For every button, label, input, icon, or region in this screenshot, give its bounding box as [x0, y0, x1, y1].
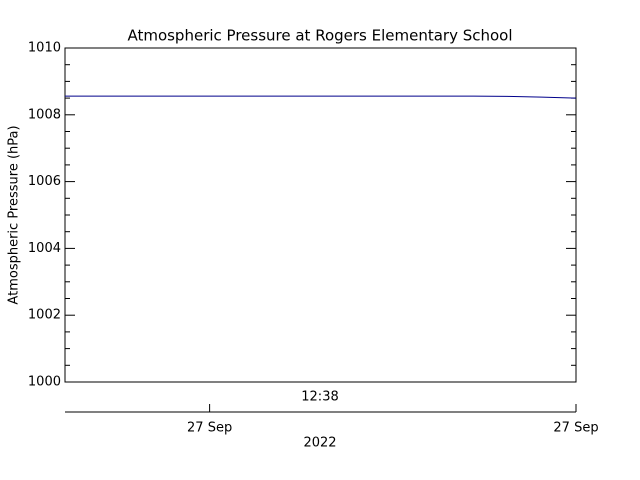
year-label: 2022 [303, 436, 336, 451]
date-tick-label: 27 Sep [553, 421, 598, 436]
chart-title: Atmospheric Pressure at Rogers Elementar… [127, 27, 512, 45]
y-tick-label: 1004 [28, 241, 61, 256]
pressure-line [65, 95, 577, 99]
date-tick-label: 27 Sep [187, 421, 232, 436]
y-tick-label: 1000 [28, 375, 61, 390]
time-label: 12:38 [301, 390, 338, 405]
y-tick-label: 1002 [28, 308, 61, 323]
y-axis-label: Atmospheric Pressure (hPa) [7, 125, 22, 304]
y-tick-label: 1010 [28, 41, 61, 56]
y-tick-label: 1006 [28, 174, 61, 189]
y-tick-label: 1008 [28, 107, 61, 122]
